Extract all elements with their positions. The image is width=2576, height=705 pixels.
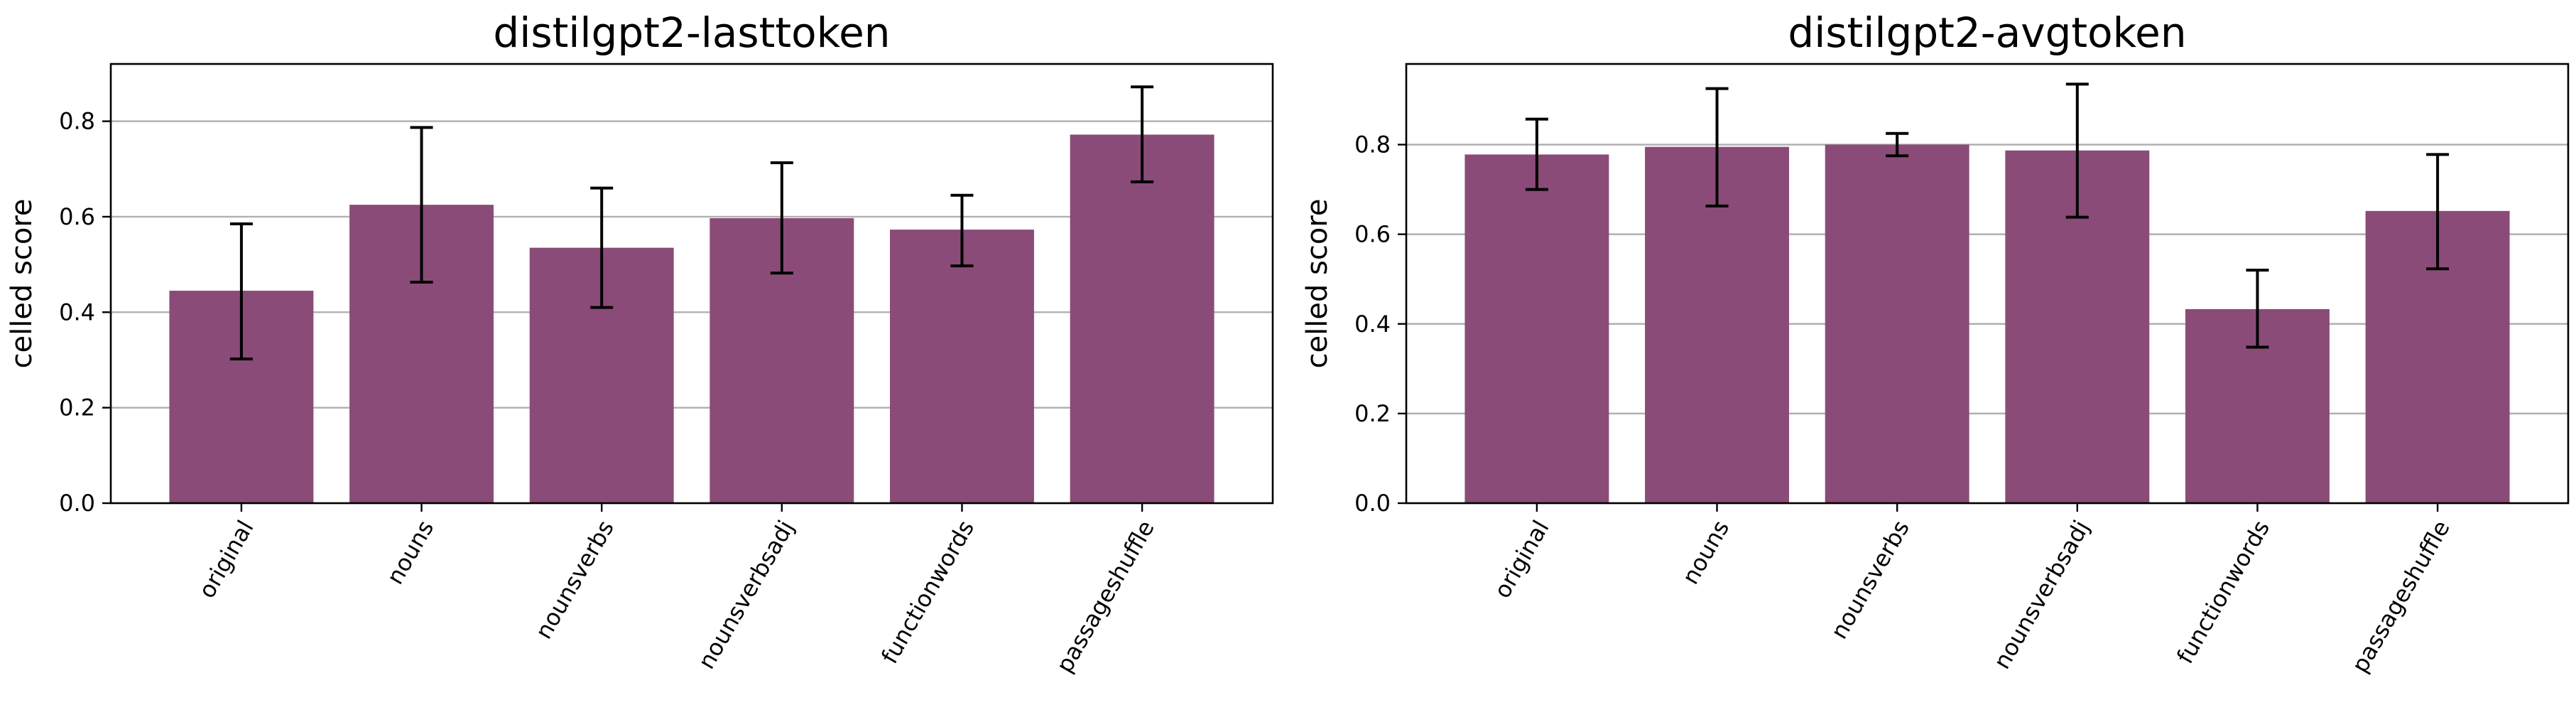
y-tick-label: 0.8 — [59, 108, 95, 135]
bar-nounsverbs — [1825, 144, 1969, 504]
x-tick-label: functionwords — [876, 516, 979, 669]
chart-title: distilgpt2-avgtoken — [1788, 9, 2186, 57]
y-tick-label: 0.2 — [59, 394, 95, 421]
bar-original — [1464, 154, 1609, 503]
y-tick-label: 0.6 — [59, 203, 95, 230]
y-tick-label: 0.8 — [1354, 131, 1391, 158]
y-tick-label: 0.4 — [1354, 311, 1391, 338]
x-tick-label: nounsverbs — [1825, 516, 1915, 644]
chart-title: distilgpt2-lasttoken — [493, 9, 890, 57]
x-tick-label: nouns — [381, 516, 439, 589]
y-axis-label: celled score — [6, 198, 38, 368]
x-tick-label: original — [1489, 516, 1555, 603]
chart-panel-1: original nouns nounsverbs nounsverbsadj func… — [6, 9, 1274, 677]
x-tick-label: functionwords — [2171, 516, 2275, 669]
axes-frame — [1405, 63, 2570, 505]
x-tick-label: nouns — [1677, 516, 1734, 589]
x-tick-label: original — [193, 516, 259, 603]
y-tick-label: 0.6 — [1354, 221, 1391, 248]
x-tick-label: nounsverbsadj — [692, 516, 799, 674]
bar-passageshuffle — [1070, 134, 1214, 504]
bar-functionwords — [890, 230, 1034, 503]
x-tick-label: nounsverbsadj — [1988, 516, 2094, 674]
y-tick-label: 0.2 — [1354, 400, 1391, 427]
y-tick-label: 0.0 — [1354, 490, 1391, 517]
y-tick-label: 0.4 — [59, 298, 95, 325]
chart-panel-2: original nouns nounsverbs nounsverbsadj func… — [1301, 9, 2570, 677]
axes-frame — [109, 63, 1274, 505]
x-tick-label: nounsverbs — [530, 515, 619, 643]
x-tick-label: passageshuffle — [1051, 516, 1160, 677]
x-tick-label: passageshuffle — [2347, 516, 2455, 677]
y-tick-label: 0.0 — [59, 490, 95, 517]
y-axis-label: celled score — [1301, 198, 1334, 368]
